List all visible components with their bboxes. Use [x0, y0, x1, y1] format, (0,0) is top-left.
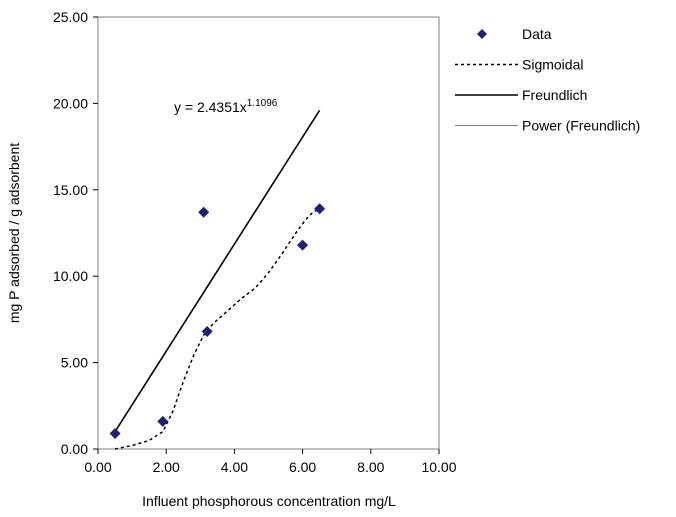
data-point	[297, 239, 309, 251]
trendline-equation: y = 2.4351x1.1096	[174, 98, 278, 115]
equation-base: y = 2.4351x	[174, 99, 247, 115]
data-point	[109, 427, 121, 439]
equation-exponent: 1.1096	[247, 98, 278, 109]
legend-item-power-freundlich-: Power (Freundlich)	[455, 118, 640, 134]
legend-item-sigmoidal: Sigmoidal	[455, 57, 583, 73]
y-tick-label: 20.00	[53, 95, 88, 111]
series-line-sigmoidal	[114, 208, 320, 450]
legend-label: Freundlich	[522, 87, 587, 103]
legend-item-freundlich: Freundlich	[455, 87, 587, 103]
x-axis-title: Influent phosphorous concentration mg/L	[142, 493, 396, 509]
x-tick-label: 8.00	[357, 459, 384, 475]
series-layer	[109, 109, 326, 450]
y-tick-label: 5.00	[61, 355, 88, 371]
x-tick-label: 0.00	[84, 459, 111, 475]
y-tick-label: 0.00	[61, 441, 88, 457]
data-point	[198, 206, 210, 218]
data-point	[201, 325, 213, 337]
data-point	[157, 415, 169, 427]
y-tick-label: 15.00	[53, 182, 88, 198]
legend-label: Sigmoidal	[522, 57, 583, 73]
legend-label: Data	[522, 26, 552, 42]
x-tick-label: 10.00	[421, 459, 456, 475]
x-axis-ticks: 0.00 2.00 4.00 6.00 8.00 10.00	[84, 449, 457, 475]
x-tick-label: 2.00	[153, 459, 180, 475]
series-line-freundlich	[114, 109, 321, 433]
y-axis-ticks: 0.00 5.00 10.00 15.00 20.00 25.00	[53, 9, 98, 457]
plot-area	[97, 16, 440, 450]
y-axis-title: mg P adsorbed / g adsorbent	[6, 143, 22, 323]
legend-marker	[477, 29, 487, 39]
data-point	[314, 203, 326, 215]
legend: Data Sigmoidal Freundlich Power (Freundlich…	[455, 26, 640, 134]
legend-item-data: Data	[477, 26, 552, 42]
y-tick-label: 10.00	[53, 268, 88, 284]
x-tick-label: 6.00	[289, 459, 316, 475]
x-tick-label: 4.00	[221, 459, 248, 475]
y-tick-label: 25.00	[53, 9, 88, 25]
legend-label: Power (Freundlich)	[522, 118, 640, 134]
